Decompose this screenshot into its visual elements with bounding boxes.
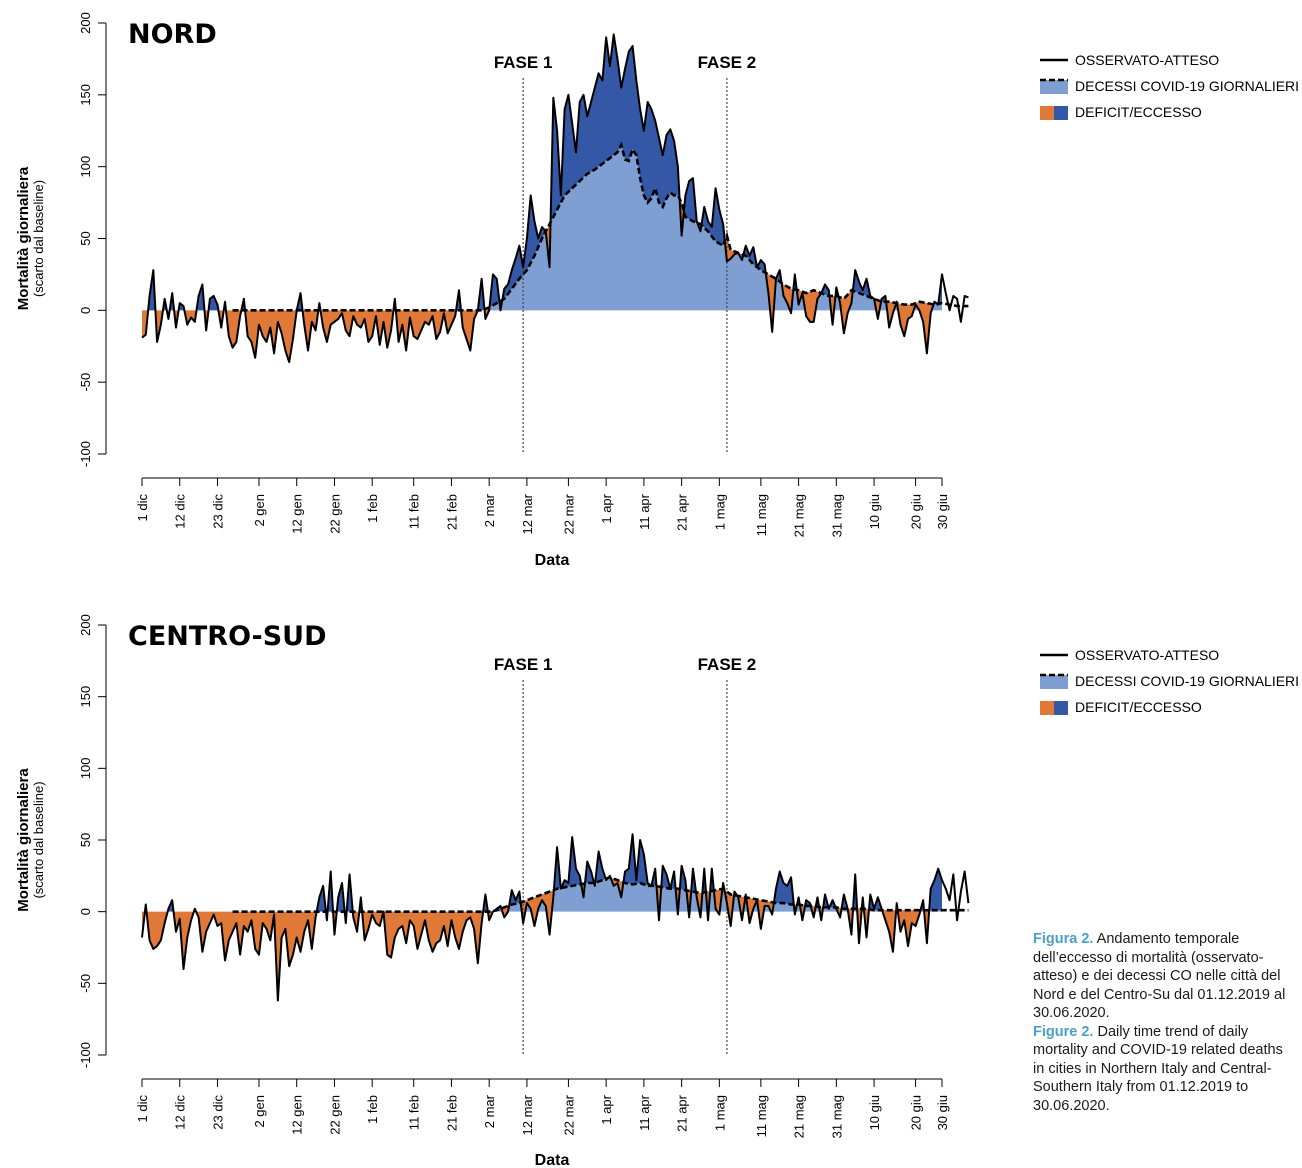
observed-expected-line bbox=[141, 833, 970, 1002]
legend-deficit-swatch bbox=[1040, 106, 1054, 120]
x-tick-label: 20 giu bbox=[909, 1095, 924, 1130]
x-tick-label: 12 mar bbox=[520, 493, 535, 534]
phase-label-1: FASE 1 bbox=[494, 53, 553, 72]
x-tick-label: 10 giu bbox=[867, 1095, 882, 1130]
x-tick-label: 1 feb bbox=[365, 494, 380, 523]
panel-title: CENTRO-SUD bbox=[128, 621, 327, 652]
legend-covid-label: DECESSI COVID-19 GIORNALIERI bbox=[1075, 78, 1299, 94]
x-tick-label: 21 mag bbox=[792, 1095, 807, 1138]
y-axis-sublabel: (scarto dal baseline) bbox=[31, 180, 46, 297]
legend-deficit-excess-label: DEFICIT/ECCESSO bbox=[1075, 104, 1202, 120]
phase-label-2: FASE 2 bbox=[698, 53, 757, 72]
legend-observed-label: OSSERVATO-ATTESO bbox=[1075, 52, 1219, 68]
legend-covid-label: DECESSI COVID-19 GIORNALIERI bbox=[1075, 673, 1299, 689]
y-tick-label: 50 bbox=[78, 833, 93, 847]
legend-covid-swatch bbox=[1040, 80, 1068, 94]
x-tick-label: 2 mar bbox=[482, 493, 497, 527]
y-axis-label: Mortalità giornaliera bbox=[15, 166, 32, 310]
x-tick-label: 1 mag bbox=[712, 1095, 727, 1131]
legend-deficit-excess-label: DEFICIT/ECCESSO bbox=[1075, 699, 1202, 715]
legend: OSSERVATO-ATTESO DECESSI COVID-19 GIORNAL… bbox=[1040, 52, 1299, 120]
x-tick-label: 1 mag bbox=[712, 494, 727, 530]
x-tick-label: 21 feb bbox=[444, 1095, 459, 1131]
chart-panel-1: FASE 1 FASE 2 -100 -50 0 50 100 150 200 Mortalità… bbox=[15, 12, 1299, 569]
x-tick-label: 1 apr bbox=[599, 493, 614, 523]
y-tick-label: 150 bbox=[78, 84, 93, 106]
x-tick-label: 21 apr bbox=[675, 1094, 690, 1132]
x-tick-label: 31 mag bbox=[829, 494, 844, 537]
x-tick-label: 12 dic bbox=[173, 1095, 188, 1130]
x-tick-label: 20 giu bbox=[909, 494, 924, 529]
legend: OSSERVATO-ATTESO DECESSI COVID-19 GIORNAL… bbox=[1040, 647, 1299, 715]
x-tick-label: 1 feb bbox=[365, 1095, 380, 1124]
x-tick-label: 30 giu bbox=[935, 494, 950, 529]
y-tick-label: 200 bbox=[78, 614, 93, 636]
x-tick-label: 22 gen bbox=[327, 1095, 342, 1135]
phase-label-1: FASE 1 bbox=[494, 655, 553, 674]
x-tick-label: 11 mag bbox=[754, 494, 769, 536]
covid-area bbox=[142, 145, 942, 311]
x-tick-label: 2 gen bbox=[252, 494, 267, 527]
x-tick-label: 31 mag bbox=[829, 1095, 844, 1138]
x-tick-label: 11 mag bbox=[754, 1095, 769, 1137]
x-tick-label: 21 apr bbox=[675, 493, 690, 531]
y-tick-label: 100 bbox=[78, 156, 93, 178]
caption-en-text: Daily time trend of daily mortality and … bbox=[1033, 1023, 1283, 1114]
x-tick-label: 12 gen bbox=[290, 494, 305, 534]
legend-covid-swatch bbox=[1040, 675, 1068, 689]
y-axis-sublabel: (scarto dal baseline) bbox=[31, 781, 46, 898]
x-tick-label: 11 apr bbox=[637, 493, 652, 530]
observed-expected-line bbox=[141, 33, 969, 364]
legend-excess-swatch bbox=[1054, 106, 1068, 120]
x-tick-label: 11 apr bbox=[637, 1094, 652, 1131]
y-tick-label: 0 bbox=[78, 908, 93, 915]
legend-excess-swatch bbox=[1054, 701, 1068, 715]
y-tick-label: 0 bbox=[78, 307, 93, 314]
x-tick-label: 1 dic bbox=[135, 494, 150, 522]
x-tick-label: 1 apr bbox=[599, 1094, 614, 1124]
y-tick-label: 150 bbox=[78, 686, 93, 708]
x-tick-label: 11 feb bbox=[407, 494, 422, 529]
x-tick-label: 2 gen bbox=[252, 1095, 267, 1128]
caption-it-label: Figura 2. bbox=[1033, 931, 1094, 947]
y-tick-label: 50 bbox=[78, 231, 93, 245]
x-tick-label: 22 mar bbox=[561, 1094, 576, 1135]
x-tick-label: 23 dic bbox=[210, 1095, 225, 1130]
y-tick-label: -50 bbox=[78, 373, 93, 392]
x-tick-label: 12 mar bbox=[520, 1094, 535, 1135]
x-tick-label: 12 dic bbox=[173, 494, 188, 529]
x-tick-label: 2 mar bbox=[482, 1094, 497, 1128]
phase-label-2: FASE 2 bbox=[698, 655, 757, 674]
chart-panel-2: FASE 1 FASE 2 -100 -50 0 50 100 150 200 Mortalità… bbox=[15, 614, 1299, 1168]
x-tick-label: 22 mar bbox=[561, 493, 576, 534]
figure-caption: Figura 2. Andamento temporale dell’ecces… bbox=[1033, 930, 1295, 1115]
legend-deficit-swatch bbox=[1040, 701, 1054, 715]
x-tick-label: 21 feb bbox=[444, 494, 459, 530]
covid-deaths-line bbox=[232, 141, 969, 312]
x-tick-label: 11 feb bbox=[407, 1095, 422, 1130]
x-tick-label: 12 gen bbox=[290, 1095, 305, 1135]
covid-deaths-line bbox=[232, 875, 969, 913]
y-tick-label: 100 bbox=[78, 757, 93, 779]
caption-it-text: Andamento temporale dell’eccesso di mort… bbox=[1033, 931, 1286, 1021]
y-axis-label: Mortalità giornaliera bbox=[15, 768, 32, 912]
y-tick-label: 200 bbox=[78, 12, 93, 34]
x-axis-label: Data bbox=[535, 1152, 570, 1168]
legend-observed-label: OSSERVATO-ATTESO bbox=[1075, 647, 1219, 663]
y-tick-label: -50 bbox=[78, 974, 93, 993]
y-tick-label: -100 bbox=[78, 1042, 93, 1068]
x-axis-label: Data bbox=[535, 552, 570, 569]
x-tick-label: 1 dic bbox=[135, 1095, 150, 1123]
caption-en-label: Figure 2. bbox=[1033, 1023, 1094, 1040]
x-tick-label: 23 dic bbox=[210, 494, 225, 529]
x-tick-label: 21 mag bbox=[792, 494, 807, 537]
panel-title: NORD bbox=[128, 19, 217, 50]
x-tick-label: 10 giu bbox=[867, 494, 882, 529]
x-tick-label: 30 giu bbox=[935, 1095, 950, 1130]
x-tick-label: 22 gen bbox=[327, 494, 342, 534]
y-tick-label: -100 bbox=[78, 441, 93, 467]
